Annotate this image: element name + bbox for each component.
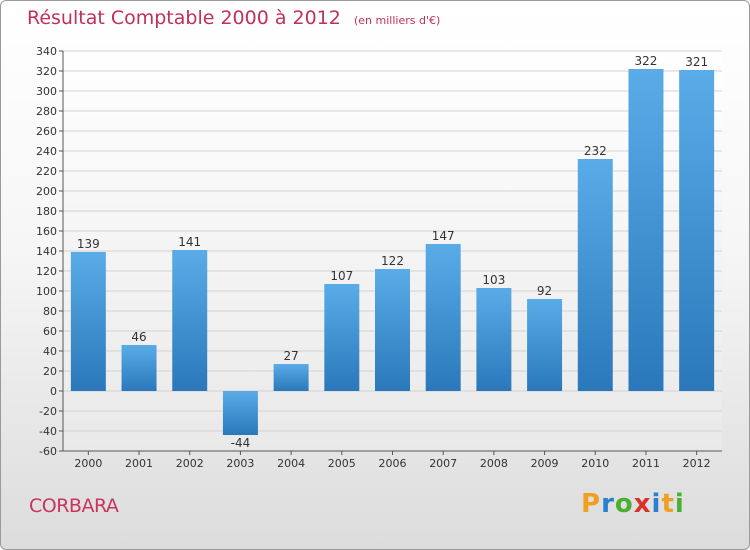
value-label-2004: 27: [283, 349, 298, 363]
bar-2010: [577, 159, 613, 391]
y-tick-label: 300: [36, 85, 57, 98]
value-label-2010: 232: [584, 144, 607, 158]
value-label-2000: 139: [77, 237, 100, 251]
y-tick-label: 260: [36, 125, 57, 138]
y-tick-label: -20: [39, 405, 57, 418]
logo-letter: t: [661, 489, 675, 519]
x-tick-label: 2009: [531, 457, 559, 470]
y-tick-label: 280: [36, 105, 57, 118]
title-main: Résultat Comptable 2000 à 2012: [27, 7, 341, 29]
x-tick-label: 2001: [125, 457, 153, 470]
logo-letter: P: [581, 489, 602, 519]
y-tick-label: 220: [36, 165, 57, 178]
value-label-2009: 92: [537, 284, 552, 298]
x-tick-label: 2002: [176, 457, 204, 470]
bar-2008: [476, 288, 512, 391]
value-label-2002: 141: [178, 235, 201, 249]
axes: [59, 50, 722, 455]
y-tick-label: 40: [43, 345, 57, 358]
value-label-2005: 107: [330, 269, 353, 283]
y-tick-label: 100: [36, 285, 57, 298]
value-label-2006: 122: [381, 254, 404, 268]
bar-2005: [324, 284, 360, 391]
bar-2000: [70, 252, 106, 391]
x-tick-label: 2007: [429, 457, 457, 470]
value-label-2011: 322: [635, 54, 658, 68]
x-tick-label: 2003: [226, 457, 254, 470]
y-tick-label: 180: [36, 205, 57, 218]
y-tick-label: 200: [36, 185, 57, 198]
chart-title: Résultat Comptable 2000 à 2012 (en milli…: [27, 7, 440, 29]
value-label-2007: 147: [432, 229, 455, 243]
x-tick-label: 2005: [328, 457, 356, 470]
y-tick-label: 340: [36, 45, 57, 58]
bar-2001: [121, 345, 157, 391]
x-tick-label: 2008: [480, 457, 508, 470]
value-label-2003: -44: [231, 436, 251, 450]
bar-2007: [425, 244, 461, 391]
bar-2011: [628, 69, 664, 391]
title-unit: (en milliers d'€): [353, 14, 441, 27]
bars: [70, 69, 715, 435]
logo-letter: i: [651, 489, 662, 519]
labels: -60 -40 -20 0 20 40 60 80 100 120 140 160 180 200 220 2…: [36, 45, 711, 470]
bar-2009: [527, 299, 563, 391]
x-tick-label: 2010: [581, 457, 609, 470]
x-tick-label: 2004: [277, 457, 305, 470]
logo-letter: o: [614, 489, 634, 519]
y-tick-label: 320: [36, 65, 57, 78]
value-label-2008: 103: [482, 273, 505, 287]
x-tick-label: 2011: [632, 457, 660, 470]
bar-2012: [679, 70, 715, 391]
y-tick-label: 80: [43, 305, 57, 318]
y-tick-label: -40: [39, 425, 57, 438]
bar-2004: [273, 364, 309, 391]
y-tick-label: -60: [39, 445, 57, 458]
x-tick-label: 2000: [74, 457, 102, 470]
logo-letter: r: [601, 489, 615, 519]
proxiti-logo: Proxiti: [581, 489, 685, 519]
y-tick-label: 60: [43, 325, 57, 338]
y-tick-label: 240: [36, 145, 57, 158]
logo-letter: x: [633, 489, 652, 519]
bar-2006: [375, 269, 410, 391]
value-label-2012: 321: [685, 55, 708, 69]
bar-2002: [172, 250, 208, 391]
y-tick-label: 160: [36, 225, 57, 238]
y-tick-label: 120: [36, 265, 57, 278]
x-tick-label: 2006: [379, 457, 407, 470]
bar-2003: [222, 391, 258, 435]
y-tick-label: 140: [36, 245, 57, 258]
commune-name: CORBARA: [29, 495, 119, 517]
y-tick-label: 0: [50, 385, 57, 398]
value-label-2001: 46: [131, 330, 146, 344]
y-tick-label: 20: [43, 365, 57, 378]
logo-letter: i: [674, 489, 685, 519]
x-tick-label: 2012: [683, 457, 711, 470]
